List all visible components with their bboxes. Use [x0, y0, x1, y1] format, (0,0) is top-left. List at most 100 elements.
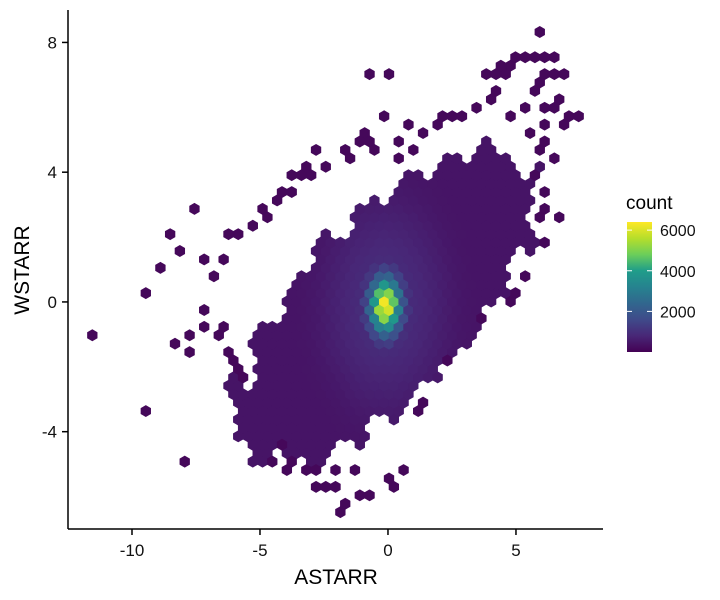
hex-bin [320, 278, 331, 291]
hex-bin [413, 186, 424, 198]
hex-bin [359, 228, 370, 241]
hex-bin [432, 118, 443, 131]
hex-bin [359, 329, 370, 342]
hex-bin [325, 253, 336, 266]
hex-bin [320, 447, 331, 460]
hex-bin [481, 219, 492, 232]
hex-bin [403, 169, 414, 182]
hex-bin [335, 253, 346, 266]
hex-bin [325, 371, 336, 384]
hex-bin [349, 379, 361, 392]
hex-bin [471, 287, 482, 300]
hex-bin [276, 438, 288, 451]
hex-bin [442, 219, 453, 232]
hex-bin [534, 160, 545, 173]
hex-bin [383, 202, 395, 215]
hex-bin [276, 354, 288, 367]
hex-bin [286, 388, 297, 401]
hex-bin [291, 413, 302, 426]
x-axis-title: ASTARR [294, 566, 378, 589]
hex-bin [301, 312, 312, 325]
hex-bin [413, 337, 424, 350]
hex-bin [539, 51, 550, 64]
hex-bin [296, 337, 307, 350]
hex-bin [510, 202, 521, 215]
hex-bin [364, 219, 375, 232]
hex-bin [393, 270, 404, 283]
hex-bin [237, 388, 249, 401]
hex-bin [451, 202, 463, 215]
hex-bin [456, 329, 468, 342]
hex-bin [573, 110, 584, 123]
hex-bin [320, 413, 331, 426]
hex-bin [378, 261, 390, 274]
hex-bin [330, 278, 341, 291]
hex-bin [320, 480, 331, 493]
hex-bin [539, 101, 550, 114]
hex-bin [456, 110, 468, 123]
hex-bin [471, 236, 482, 249]
hex-bin [306, 169, 317, 182]
hex-bin [296, 354, 307, 367]
hex-bin [325, 388, 336, 401]
hex-bin [310, 143, 322, 156]
hex-bin [476, 228, 487, 241]
hex-bin [393, 320, 404, 333]
hex-bin [393, 253, 404, 266]
hex-bin [417, 245, 429, 257]
hex-bin [169, 337, 181, 350]
hex-bin [529, 169, 541, 182]
hex-bin [447, 278, 458, 291]
x-axis-ticks: -10 -5 0 5 [120, 529, 521, 560]
hex-bin [408, 261, 419, 274]
hex-bin [408, 295, 419, 308]
hex-bin [286, 421, 297, 434]
hex-bin [364, 236, 375, 249]
hex-bin [408, 143, 419, 156]
hex-bin [349, 261, 361, 274]
hex-bin [310, 362, 322, 375]
hex-bin [349, 295, 361, 308]
hex-bin [500, 186, 511, 198]
hex-bin [320, 430, 331, 443]
hex-bin [422, 287, 434, 300]
hex-bin [481, 253, 492, 266]
hex-bin [315, 354, 327, 367]
hex-bin [335, 337, 346, 350]
hex-bin [369, 362, 380, 375]
hex-bin [378, 329, 390, 342]
hex-bin [393, 287, 404, 300]
hex-bin [413, 202, 424, 215]
hex-bin [413, 253, 424, 266]
hex-bin [301, 160, 312, 173]
hex-bin [252, 413, 263, 426]
hex-bin [413, 320, 424, 333]
hex-bin [257, 320, 268, 333]
hex-bin [451, 219, 463, 232]
hex-bin [403, 202, 414, 215]
hex-bin [310, 379, 322, 392]
hex-bin [267, 388, 278, 401]
hex-bin [534, 211, 545, 224]
hex-bin [383, 68, 395, 81]
hex-bin [301, 278, 312, 291]
hex-bin [437, 261, 448, 274]
hex-bin [257, 388, 268, 401]
hex-bin [398, 464, 409, 476]
hex-bin [471, 253, 482, 266]
hex-bin [262, 447, 273, 460]
hex-bin [442, 337, 453, 350]
hex-bin [476, 143, 487, 156]
hex-bin [369, 245, 380, 257]
hex-bin [335, 405, 346, 418]
hex-bin [466, 261, 477, 274]
hex-bin [398, 177, 409, 190]
hex-bin [325, 438, 336, 451]
hex-bin [325, 270, 336, 283]
hex-bin [257, 438, 268, 451]
hex-bin [437, 194, 448, 207]
hex-bin [408, 228, 419, 241]
hex-bin [510, 186, 521, 198]
hex-bin [291, 430, 302, 443]
hex-bin [529, 236, 541, 249]
